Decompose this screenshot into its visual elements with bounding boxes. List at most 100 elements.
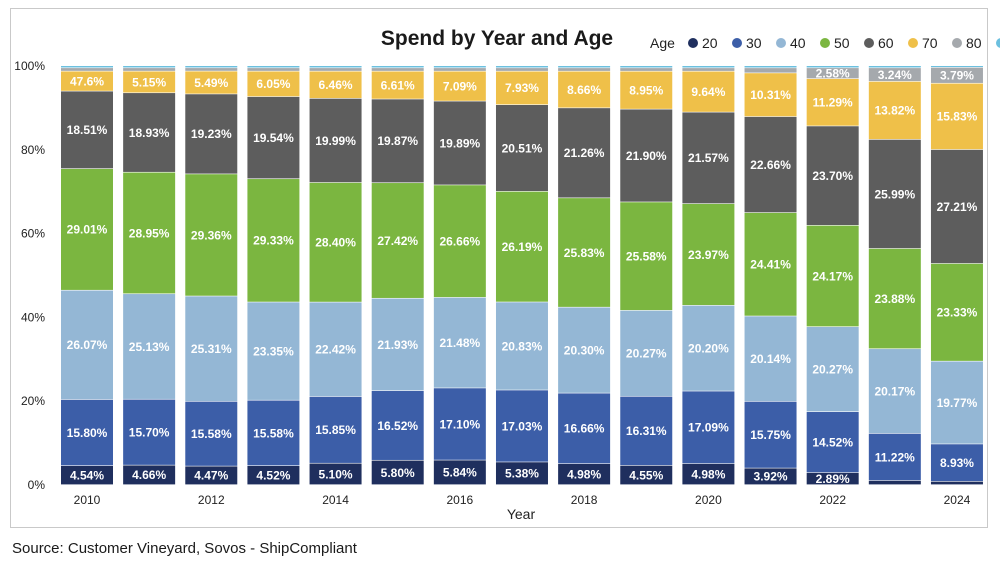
data-label-2021-age-60: 22.66%: [750, 158, 791, 172]
data-label-2023-age-50: 23.88%: [874, 292, 915, 306]
bar-segment-2016-age-20: [433, 460, 486, 485]
legend-label-60: 60: [878, 35, 894, 51]
data-label-2014-age-50: 28.40%: [315, 236, 356, 250]
x-axis: 2010 2012 2014 2016 2018 2020 2022 2024: [74, 493, 971, 507]
data-label-2016-age-30: 17.10%: [439, 417, 480, 431]
data-label-2012-age-50: 29.36%: [191, 228, 232, 242]
bar-segment-2014-age-20: [309, 463, 362, 485]
data-label-2010-age-70: 47.6%: [70, 74, 104, 88]
data-label-2010-age-50: 29.01%: [67, 223, 108, 237]
bar-segment-2014-age-60: [309, 98, 362, 183]
bar-2017: 5.38% 17.03% 20.83% 26.19% 20.51% 7.93%: [495, 66, 548, 485]
data-label-2018-age-40: 20.30%: [564, 343, 605, 357]
bar-segment-2016-age-80: [433, 68, 486, 71]
y-tick-label: 0%: [28, 478, 46, 492]
data-label-2015-age-20: 5.80%: [381, 466, 415, 480]
bar-segment-2012-age-60: [185, 94, 238, 174]
data-label-2021-age-40: 20.14%: [750, 352, 791, 366]
legend-swatch-60: [864, 38, 874, 48]
bar-segment-2010-age-50: [61, 168, 113, 290]
bar-segment-2015-age-60: [371, 99, 424, 183]
bar-segment-2011-age-20: [123, 465, 176, 485]
bar-2011: 4.66% 15.70% 25.13% 28.95% 18.93% 5.15%: [123, 66, 176, 485]
data-label-2014-age-20: 5.10%: [319, 467, 353, 481]
bar-segment-2021-age-60: [744, 116, 797, 213]
bar-segment-2014-age-50: [309, 182, 362, 302]
source-note: Source: Customer Vineyard, Sovos - ShipC…: [12, 540, 357, 557]
legend-swatch-40: [776, 38, 786, 48]
bar-segment-2015-age-30: [371, 390, 424, 460]
bar-segment-2019-age-30: [620, 396, 673, 466]
bar-segment-2020-age-90: [682, 66, 735, 68]
bar-segment-2016-age-50: [433, 185, 486, 298]
bar-segment-2013-age-20: [247, 465, 300, 485]
data-label-2012-age-60: 19.23%: [191, 127, 232, 141]
bar-segment-2021-age-20: [744, 468, 797, 485]
data-label-2014-age-30: 15.85%: [315, 423, 356, 437]
data-label-2022-age-40: 20.27%: [812, 362, 853, 376]
data-label-2011-age-50: 28.95%: [129, 226, 170, 240]
bar-segment-2018-age-20: [558, 463, 611, 485]
data-label-2023-age-30: 11.22%: [875, 450, 915, 464]
bar-segment-2019-age-60: [620, 109, 673, 202]
bar-segment-2021-age-30: [744, 401, 797, 468]
bar-segment-2010-age-20: [61, 465, 113, 485]
bar-segment-2015-age-40: [371, 298, 424, 391]
bar-segment-2015-age-50: [371, 183, 424, 298]
bar-segment-2016-age-30: [433, 388, 486, 460]
bar-segment-2017-age-80: [495, 68, 548, 71]
bar-2015: 5.80% 16.52% 21.93% 27.42% 19.87% 6.61%: [371, 66, 424, 485]
data-label-2016-age-20: 5.84%: [443, 466, 477, 480]
data-label-2018-age-70: 8.66%: [567, 83, 601, 97]
bars: 4.54% 15.80% 26.07% 29.01% 18.51% 47.6% 4.66% 1…: [61, 66, 983, 486]
bar-segment-2014-age-80: [309, 68, 362, 71]
bar-segment-2017-age-30: [495, 390, 548, 462]
bar-segment-2011-age-30: [123, 399, 176, 465]
bar-segment-2022-age-30: [806, 411, 859, 473]
bar-segment-2022-age-80: [806, 68, 859, 79]
bar-segment-2022-age-60: [806, 126, 859, 226]
bar-segment-2017-age-40: [495, 302, 548, 390]
data-label-2020-age-40: 20.20%: [688, 342, 729, 356]
data-label-2013-age-20: 4.52%: [256, 468, 290, 482]
data-label-2020-age-50: 23.97%: [688, 248, 729, 262]
y-tick-label: 20%: [21, 394, 45, 408]
data-label-2024-age-60: 27.21%: [937, 200, 978, 214]
bar-segment-2011-age-60: [123, 93, 176, 172]
bar-segment-2016-age-70: [433, 71, 486, 101]
data-label-2012-age-30: 15.58%: [191, 427, 232, 441]
bar-segment-2011-age-40: [123, 294, 176, 399]
bar-segment-2013-age-40: [247, 302, 300, 400]
data-label-2024-age-80: 3.79%: [940, 69, 974, 83]
data-label-2014-age-60: 19.99%: [315, 134, 356, 148]
bar-2012: 4.47% 15.58% 25.31% 29.36% 19.23% 5.49%: [185, 66, 238, 485]
data-label-2012-age-70: 5.49%: [194, 76, 228, 90]
bar-segment-2011-age-50: [123, 172, 176, 294]
bar-segment-2020-age-60: [682, 112, 735, 204]
bar-segment-2014-age-90: [309, 66, 362, 68]
data-label-2020-age-20: 4.98%: [691, 467, 725, 481]
bar-2020: 4.98% 17.09% 20.20% 23.97% 21.57% 9.64%: [682, 66, 735, 485]
bar-2010: 4.54% 15.80% 26.07% 29.01% 18.51% 47.6%: [61, 66, 113, 485]
y-tick-label: 100%: [14, 59, 45, 73]
bar-segment-2018-age-50: [558, 198, 611, 307]
bar-segment-2019-age-20: [620, 465, 673, 485]
bar-segment-2024-age-80: [930, 67, 983, 83]
x-tick-label: 2018: [571, 493, 598, 507]
data-label-2019-age-60: 21.90%: [626, 149, 667, 163]
data-label-2013-age-50: 29.33%: [253, 234, 294, 248]
legend-swatch-90: [996, 38, 1000, 48]
bar-segment-2022-age-90: [806, 66, 859, 68]
bar-segment-2024-age-90: [930, 66, 983, 68]
bar-segment-2016-age-60: [433, 101, 486, 185]
data-label-2019-age-20: 4.55%: [629, 468, 663, 482]
bar-segment-2019-age-50: [620, 202, 673, 311]
bar-segment-2021-age-80: [744, 68, 797, 73]
data-label-2024-age-50: 23.33%: [937, 306, 978, 320]
data-label-2015-age-50: 27.42%: [377, 234, 418, 248]
bar-segment-2019-age-40: [620, 310, 673, 396]
bar-segment-2010-age-40: [61, 290, 113, 400]
legend-swatch-30: [732, 38, 742, 48]
x-tick-label: 2012: [198, 493, 225, 507]
bar-segment-2012-age-20: [185, 466, 238, 485]
